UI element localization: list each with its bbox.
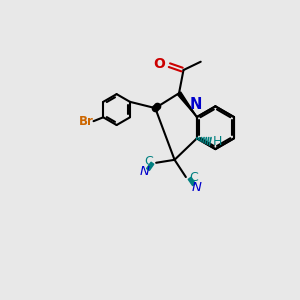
Text: C: C xyxy=(145,155,154,168)
Text: N: N xyxy=(190,97,202,112)
Text: Br: Br xyxy=(79,115,94,128)
Text: H: H xyxy=(213,135,222,148)
Text: N: N xyxy=(139,165,149,178)
Text: C: C xyxy=(189,170,198,184)
Text: O: O xyxy=(153,56,165,70)
Text: N: N xyxy=(191,181,201,194)
Polygon shape xyxy=(177,92,197,117)
